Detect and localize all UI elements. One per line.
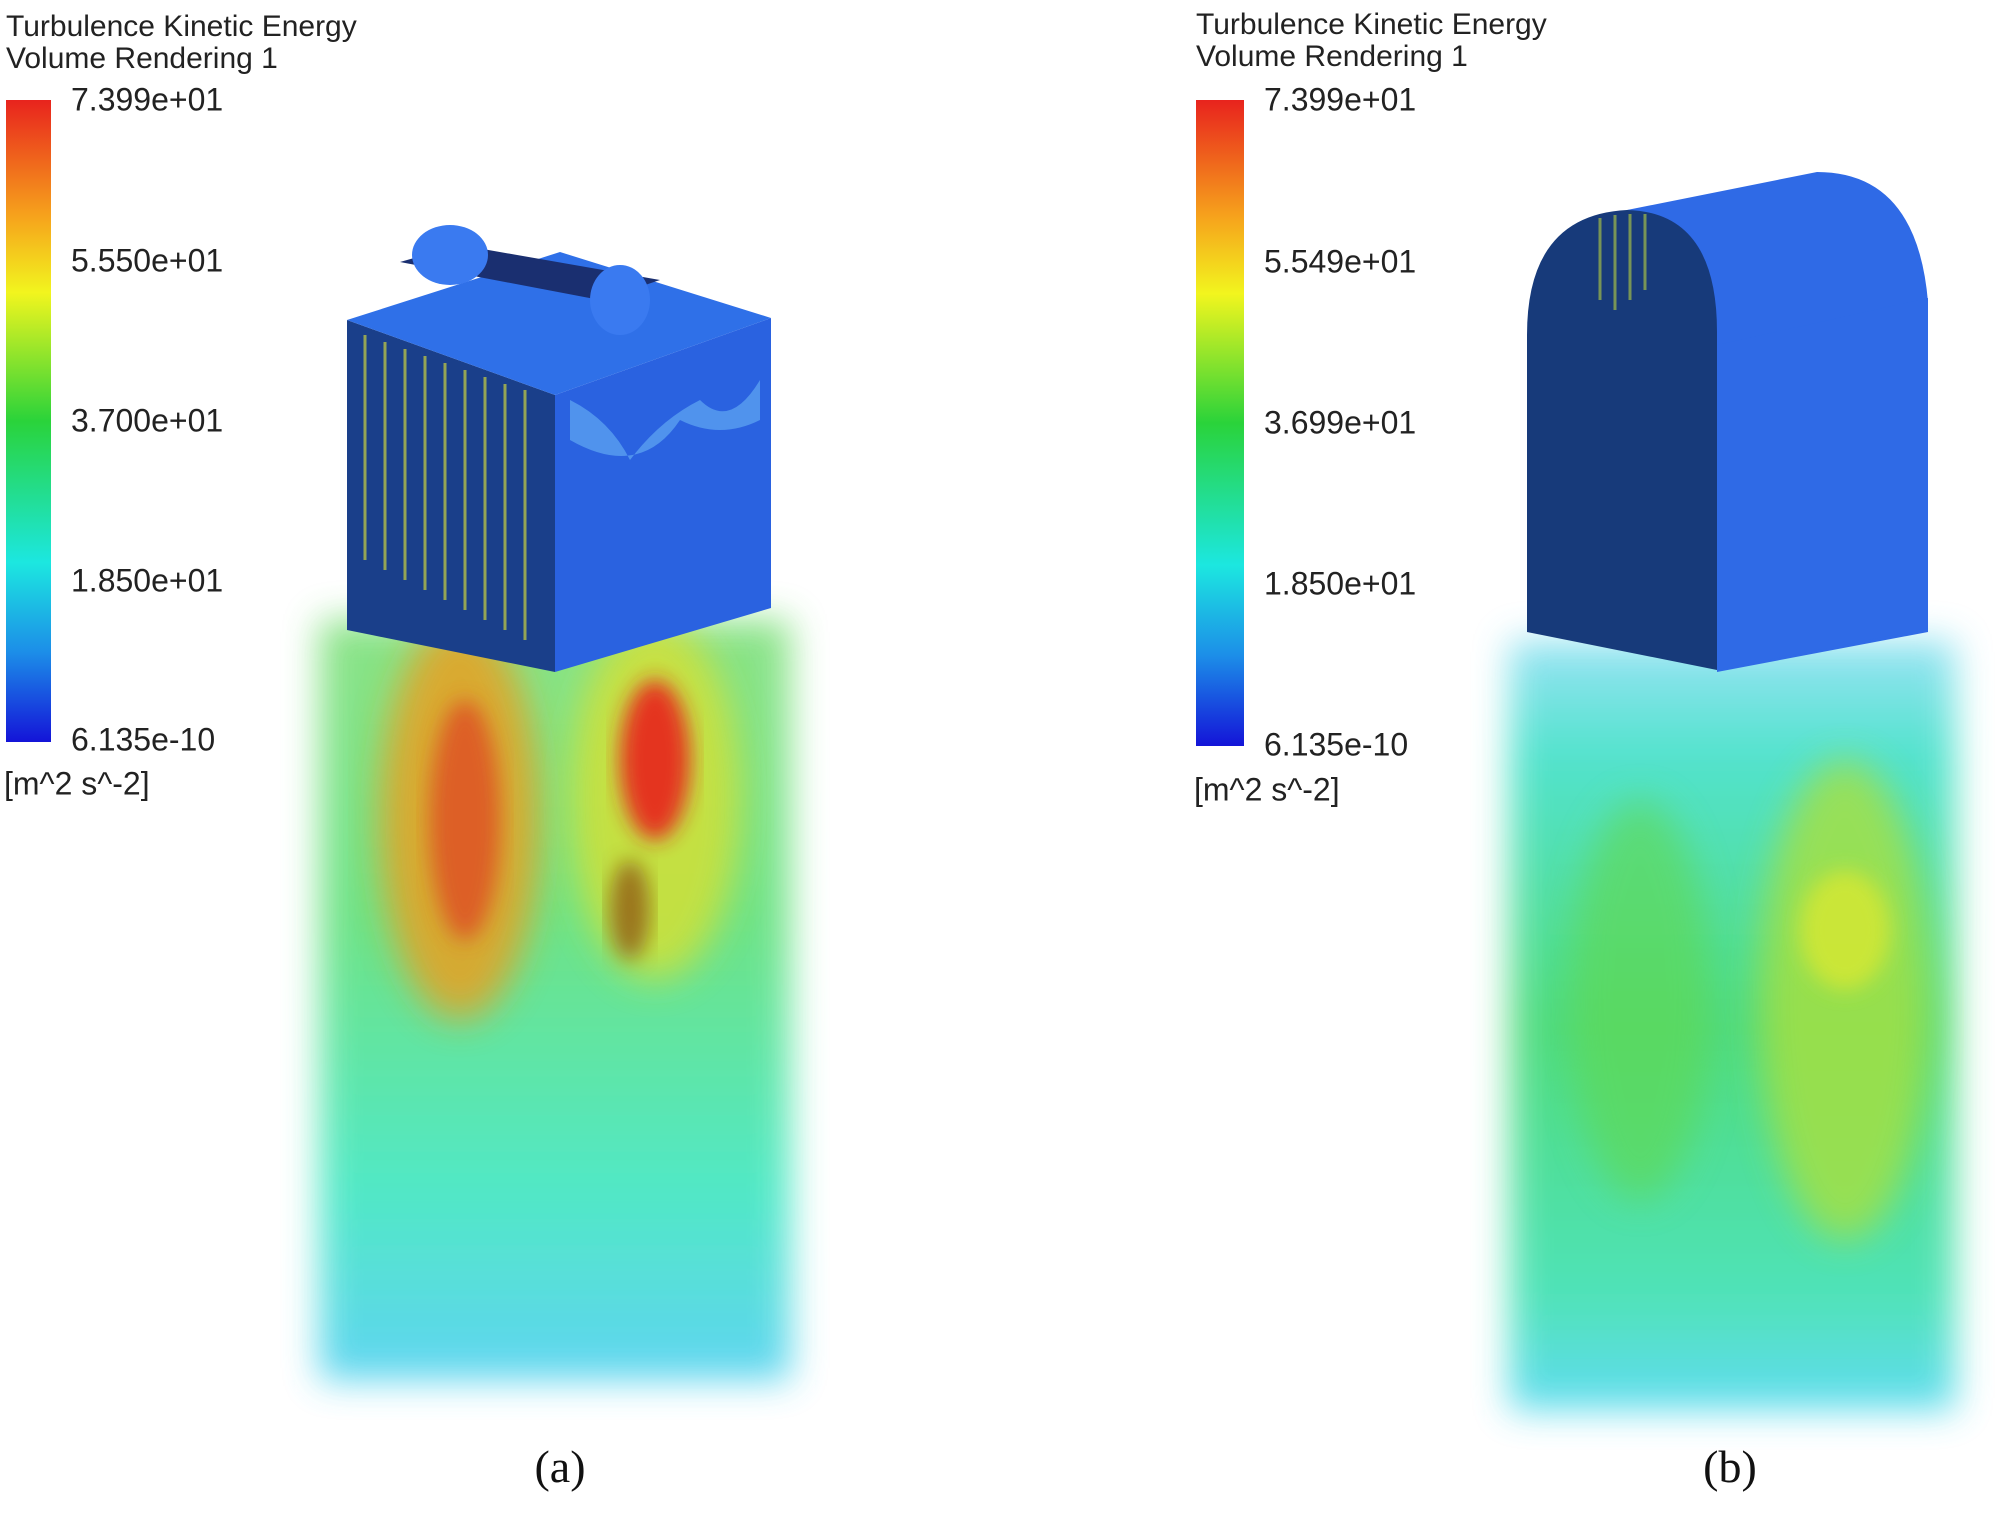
- panel-b: Turbulence Kinetic Energy Volume Renderi…: [1194, 8, 1955, 1492]
- colorbar-label: 7.399e+01: [1264, 81, 1416, 117]
- colorbar-label: 1.850e+01: [1264, 565, 1416, 601]
- colorbar: [6, 100, 51, 742]
- legend-subtitle: Volume Rendering 1: [1196, 40, 1468, 73]
- colorbar-label: 5.549e+01: [1264, 243, 1416, 279]
- colorbar-label: 5.550e+01: [71, 242, 223, 278]
- flow-rendering: [320, 620, 790, 1380]
- battery-module: [1527, 172, 1928, 672]
- legend-subtitle: Volume Rendering 1: [6, 42, 278, 75]
- colorbar: [1196, 100, 1244, 746]
- colorbar-label: 1.850e+01: [71, 562, 223, 598]
- panel-a: Turbulence Kinetic Energy Volume Renderi…: [4, 10, 790, 1492]
- colorbar-label: 6.135e-10: [1264, 726, 1408, 762]
- unit-label: [m^2 s^-2]: [1194, 771, 1340, 807]
- caption: (b): [1703, 1441, 1757, 1492]
- legend-title: Turbulence Kinetic Energy: [6, 10, 357, 43]
- unit-label: [m^2 s^-2]: [4, 765, 150, 801]
- colorbar-label: 3.700e+01: [71, 402, 223, 438]
- legend-title: Turbulence Kinetic Energy: [1196, 8, 1547, 41]
- flow-rendering: [1510, 640, 1955, 1410]
- battery-module: [347, 225, 771, 672]
- colorbar-label: 3.699e+01: [1264, 404, 1416, 440]
- caption: (a): [534, 1441, 585, 1492]
- colorbar-label: 6.135e-10: [71, 721, 215, 757]
- colorbar-label: 7.399e+01: [71, 81, 223, 117]
